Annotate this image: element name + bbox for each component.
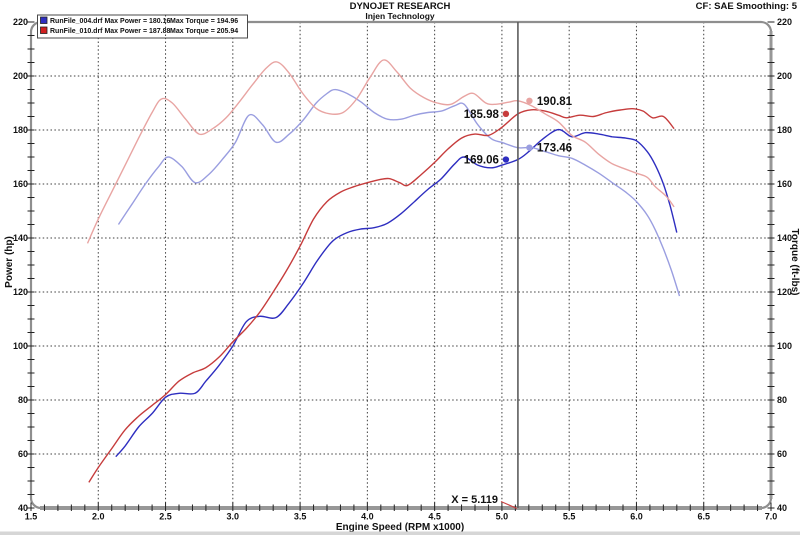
x-tick-label: 2.0 <box>92 512 105 522</box>
x-tick-label: 2.5 <box>159 512 172 522</box>
x-tick-label: 4.5 <box>428 512 441 522</box>
x-tick-label: 7.0 <box>765 512 778 522</box>
legend-swatch-RunFile_010.drf <box>40 26 48 34</box>
readout-value-power-004: 169.06 <box>464 155 499 167</box>
x-tick-label: 3.5 <box>294 512 307 522</box>
y-tick-label-left: 200 <box>13 71 28 81</box>
left-axis-title: Power (hp) <box>4 236 15 288</box>
y-tick-label-right: 120 <box>777 287 792 297</box>
x-tick-label: 6.5 <box>697 512 710 522</box>
y-tick-label-right: 60 <box>777 449 787 459</box>
y-tick-label-left: 120 <box>13 287 28 297</box>
legend-box <box>37 14 248 39</box>
cursor-pointer-line <box>500 500 518 510</box>
y-tick-label-left: 220 <box>13 17 28 27</box>
y-tick-label-left: 60 <box>18 449 28 459</box>
cursor-layer <box>500 22 519 510</box>
axes-layer <box>27 20 775 511</box>
y-tick-label-left: 100 <box>13 341 28 351</box>
plot-border <box>29 20 773 510</box>
legend-torque-label: Max Torque = 194.96 <box>170 18 238 25</box>
correction-factor-label: CF: SAE Smoothing: 5 <box>696 1 798 12</box>
y-tick-label-right: 100 <box>777 341 792 351</box>
report-title: DYNOJET RESEARCH <box>350 1 451 12</box>
y-tick-label-right: 220 <box>777 17 792 27</box>
y-tick-label-left: 40 <box>18 503 28 513</box>
y-tick-label-left: 140 <box>13 233 28 243</box>
y-tick-label-right: 40 <box>777 503 787 513</box>
tick-label-layer: 1.5 2.0 2.5 3.0 3.5 4.0 4.5 5.0 5.5 6.0 6.5 7.040 40… <box>13 17 792 522</box>
curve-power-010 <box>88 107 675 483</box>
y-tick-label-left: 80 <box>18 395 28 405</box>
readout-value-torque-010: 190.81 <box>537 96 573 108</box>
legend-swatch-RunFile_004.drf <box>40 16 48 24</box>
x-tick-label: 4.0 <box>361 512 374 522</box>
cursor-x-label: X = 5.119 <box>451 494 498 506</box>
y-tick-label-right: 200 <box>777 71 792 81</box>
legend-torque-label: Max Torque = 205.94 <box>170 28 238 35</box>
readout-value-power-010: 185.98 <box>464 109 500 121</box>
readout-dot-power-004 <box>502 156 510 163</box>
x-tick-label: 5.5 <box>563 512 576 522</box>
report-subtitle: Injen Technology <box>365 11 435 21</box>
legend-power-label: RunFile_010.drf Max Power = 187.88 <box>50 28 171 35</box>
readout-dot-torque-004 <box>526 144 533 151</box>
curve-power-004 <box>115 128 678 458</box>
curve-torque-004 <box>117 88 681 297</box>
y-tick-label-left: 160 <box>13 179 28 189</box>
readout-dot-power-010 <box>502 110 510 118</box>
x-tick-label: 5.0 <box>496 512 509 522</box>
legend-layer: RunFile_004.drf Max Power = 180.16 Max To… <box>37 14 248 39</box>
curve-torque-010 <box>86 59 675 244</box>
readout-dot-torque-010 <box>526 97 533 105</box>
window-edge <box>0 531 800 535</box>
curves-layer <box>86 59 681 483</box>
y-tick-label-right: 180 <box>777 125 792 135</box>
y-tick-label-right: 140 <box>777 233 792 243</box>
x-axis-title: Engine Speed (RPM x1000) <box>336 522 464 533</box>
legend-power-label: RunFile_004.drf Max Power = 180.16 <box>50 18 171 25</box>
y-tick-label-right: 160 <box>777 179 792 189</box>
grid-layer <box>31 22 771 508</box>
x-tick-label: 3.0 <box>227 512 240 522</box>
x-tick-label: 1.5 <box>25 512 38 522</box>
y-tick-label-right: 80 <box>777 395 787 405</box>
y-tick-label-left: 180 <box>13 125 28 135</box>
right-axis-title: Torque (ft-lbs) <box>789 228 800 295</box>
readout-layer: 185.98 190.81 169.06 173.46 <box>464 96 573 167</box>
readout-value-torque-004: 173.46 <box>537 143 572 155</box>
x-tick-label: 6.0 <box>630 512 643 522</box>
